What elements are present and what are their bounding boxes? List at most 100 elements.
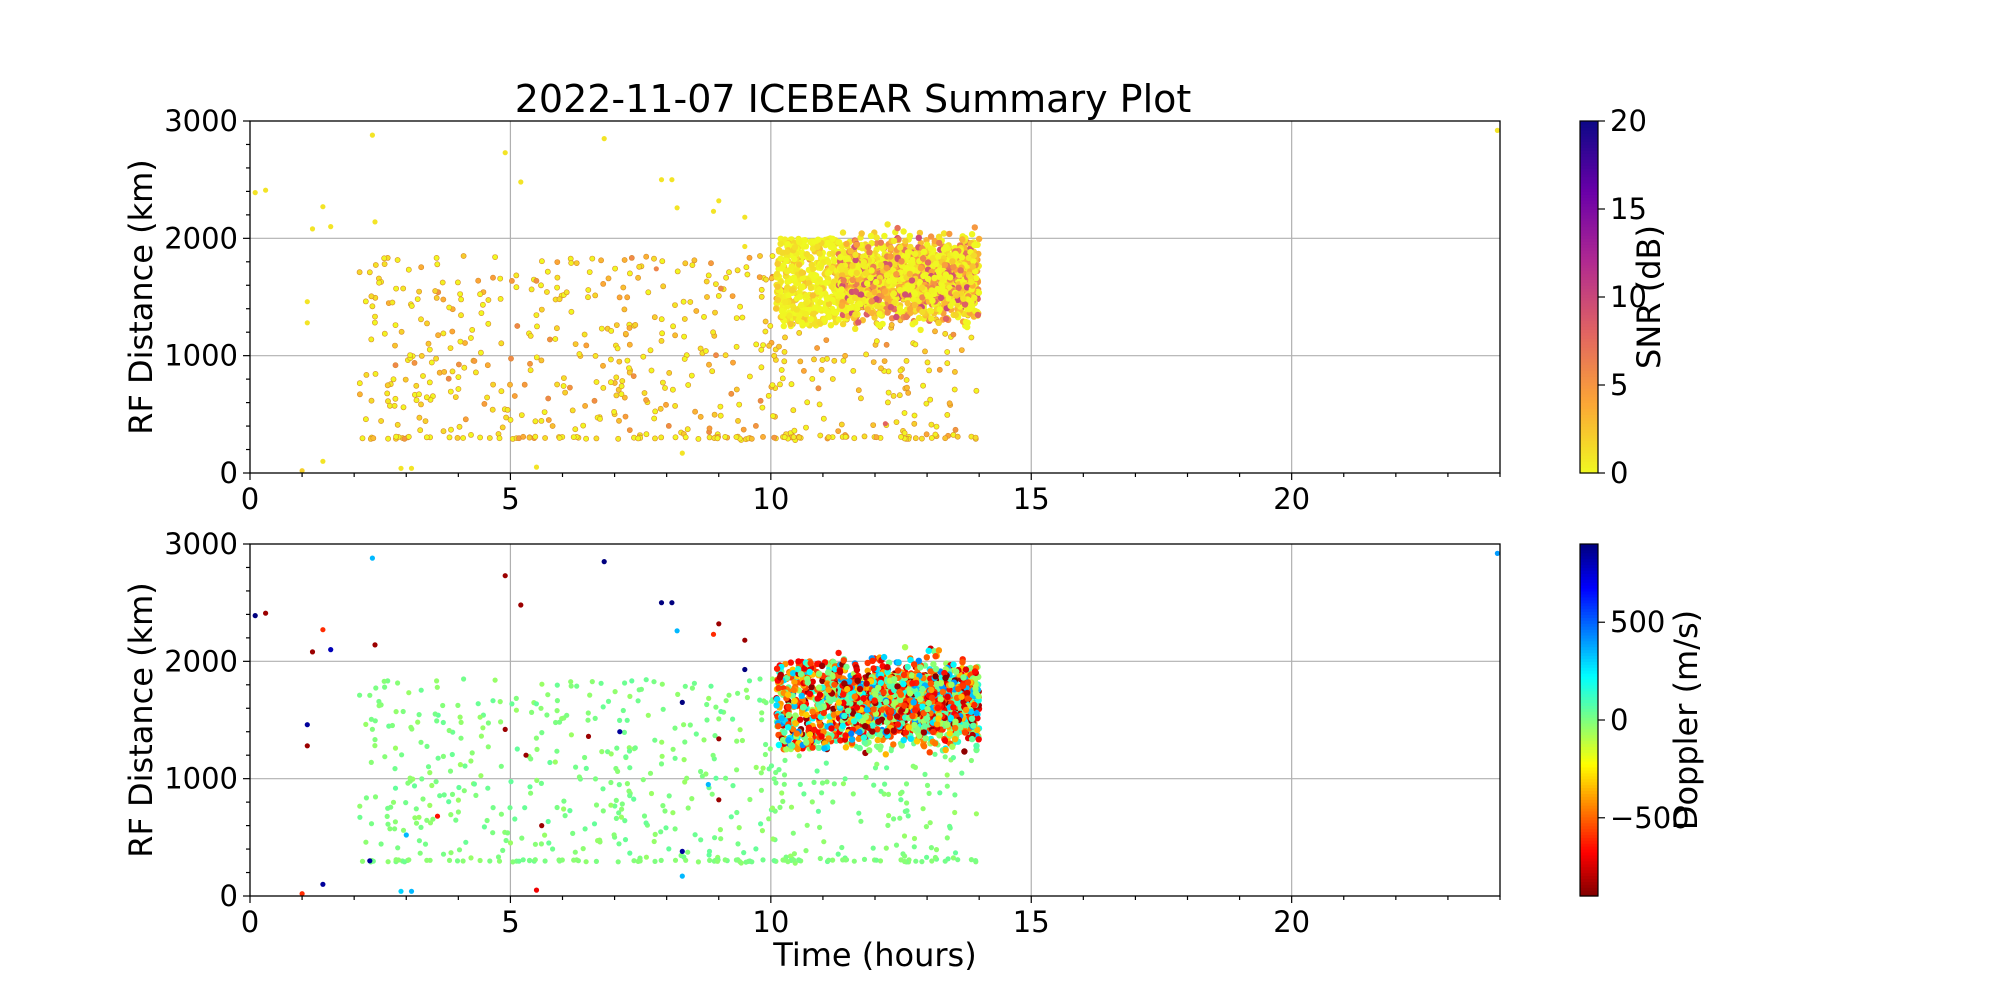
doppler-data-point	[754, 765, 759, 770]
snr-data-point	[902, 410, 907, 415]
doppler-data-point	[652, 859, 657, 864]
doppler-data-point	[673, 756, 678, 761]
doppler-data-point	[385, 822, 390, 827]
snr-data-point	[671, 324, 676, 329]
snr-data-point	[394, 286, 399, 291]
snr-data-point	[704, 279, 709, 284]
snr-data-point	[476, 278, 481, 283]
doppler-data-point	[385, 814, 390, 819]
snr-data-point	[957, 267, 963, 273]
doppler-data-point	[399, 752, 404, 757]
snr-data-point	[436, 333, 441, 338]
snr-data-point	[821, 416, 826, 421]
snr-data-point	[652, 436, 657, 441]
snr-data-point	[528, 368, 533, 373]
snr-data-point	[427, 347, 432, 352]
doppler-data-point	[644, 820, 649, 825]
doppler-data-point	[436, 756, 441, 761]
doppler-data-point	[539, 682, 544, 687]
doppler-data-point	[681, 722, 686, 727]
snr-data-point	[448, 389, 453, 394]
doppler-data-point	[825, 669, 831, 675]
doppler-data-point	[582, 755, 587, 760]
doppler-data-point	[671, 747, 676, 752]
snr-data-point	[840, 321, 846, 327]
doppler-data-point	[555, 683, 560, 688]
doppler-data-point	[775, 685, 781, 691]
doppler-data-point	[672, 726, 677, 731]
doppler-data-point	[734, 810, 739, 815]
doppler-data-point	[441, 720, 446, 725]
snr-data-point	[574, 261, 579, 266]
doppler-data-point	[441, 754, 446, 759]
snr-data-point	[912, 319, 918, 325]
snr-data-point	[887, 253, 893, 259]
snr-data-point	[936, 240, 942, 246]
snr-data-point	[799, 270, 805, 276]
snr-data-point	[882, 288, 888, 294]
snr-data-point	[1495, 128, 1500, 133]
snr-data-point	[927, 368, 932, 373]
snr-data-point	[627, 325, 632, 330]
doppler-data-point	[712, 835, 717, 840]
snr-data-point	[909, 277, 915, 283]
snr-data-point	[406, 434, 411, 439]
snr-data-point	[478, 292, 483, 297]
snr-data-point	[856, 301, 862, 307]
snr-data-point	[470, 327, 475, 332]
snr-data-point	[706, 273, 711, 278]
doppler-data-point	[696, 859, 701, 864]
snr-data-point	[893, 314, 899, 320]
snr-data-point	[486, 321, 491, 326]
doppler-data-point	[791, 858, 796, 863]
doppler-data-point	[485, 818, 490, 823]
snr-data-point	[954, 252, 960, 258]
doppler-data-point	[666, 846, 671, 851]
doppler-data-point	[952, 810, 957, 815]
snr-data-point	[904, 358, 909, 363]
doppler-data-point	[767, 766, 772, 771]
snr-data-point	[949, 258, 955, 264]
snr-data-point	[707, 435, 712, 440]
doppler-data-point	[586, 710, 591, 715]
snr-data-point	[792, 428, 797, 433]
snr-data-point	[818, 263, 824, 269]
doppler-data-point	[779, 715, 785, 721]
snr-data-point	[441, 429, 446, 434]
snr-data-point	[712, 412, 717, 417]
snr-x-tick-label: 15	[1013, 482, 1050, 516]
doppler-data-point	[456, 798, 461, 803]
doppler-data-point	[884, 765, 889, 770]
snr-data-point	[636, 436, 641, 441]
doppler-data-point	[730, 717, 735, 722]
doppler-data-point	[852, 859, 857, 864]
snr-data-point	[713, 353, 718, 358]
snr-data-point	[693, 409, 698, 414]
snr-data-point	[894, 225, 900, 231]
doppler-data-point	[785, 724, 791, 730]
snr-data-point	[401, 405, 406, 410]
doppler-data-point	[458, 715, 463, 720]
snr-data-point	[584, 436, 589, 441]
snr-data-point	[839, 302, 845, 308]
snr-data-point	[919, 309, 925, 315]
doppler-data-point	[577, 774, 582, 779]
doppler-data-point	[723, 776, 728, 781]
doppler-data-point	[394, 857, 399, 862]
doppler-data-point	[385, 806, 390, 811]
doppler-data-point	[360, 859, 365, 864]
doppler-data-point	[866, 747, 872, 753]
doppler-data-point	[546, 819, 551, 824]
snr-data-point	[810, 376, 815, 381]
snr-data-point	[864, 352, 869, 357]
doppler-data-point	[904, 800, 909, 805]
doppler-data-point	[698, 837, 703, 842]
doppler-data-point	[401, 828, 406, 833]
snr-data-point	[468, 432, 473, 437]
snr-data-point	[585, 295, 590, 300]
doppler-data-point	[574, 684, 579, 689]
snr-data-point	[817, 299, 823, 305]
doppler-data-point	[885, 823, 890, 828]
doppler-data-point	[534, 701, 539, 706]
